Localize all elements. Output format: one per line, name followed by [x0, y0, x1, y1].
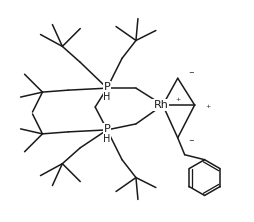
Text: $^{+}$: $^{+}$ [174, 97, 181, 106]
Text: $^{-}$: $^{-}$ [187, 138, 194, 148]
Text: $^{+}$: $^{+}$ [204, 103, 211, 113]
Text: H: H [103, 92, 110, 102]
Text: P: P [103, 82, 110, 92]
Text: P: P [103, 124, 110, 134]
Text: Rh: Rh [153, 100, 168, 110]
Text: $^{-}$: $^{-}$ [187, 70, 194, 80]
Text: H: H [103, 134, 110, 144]
